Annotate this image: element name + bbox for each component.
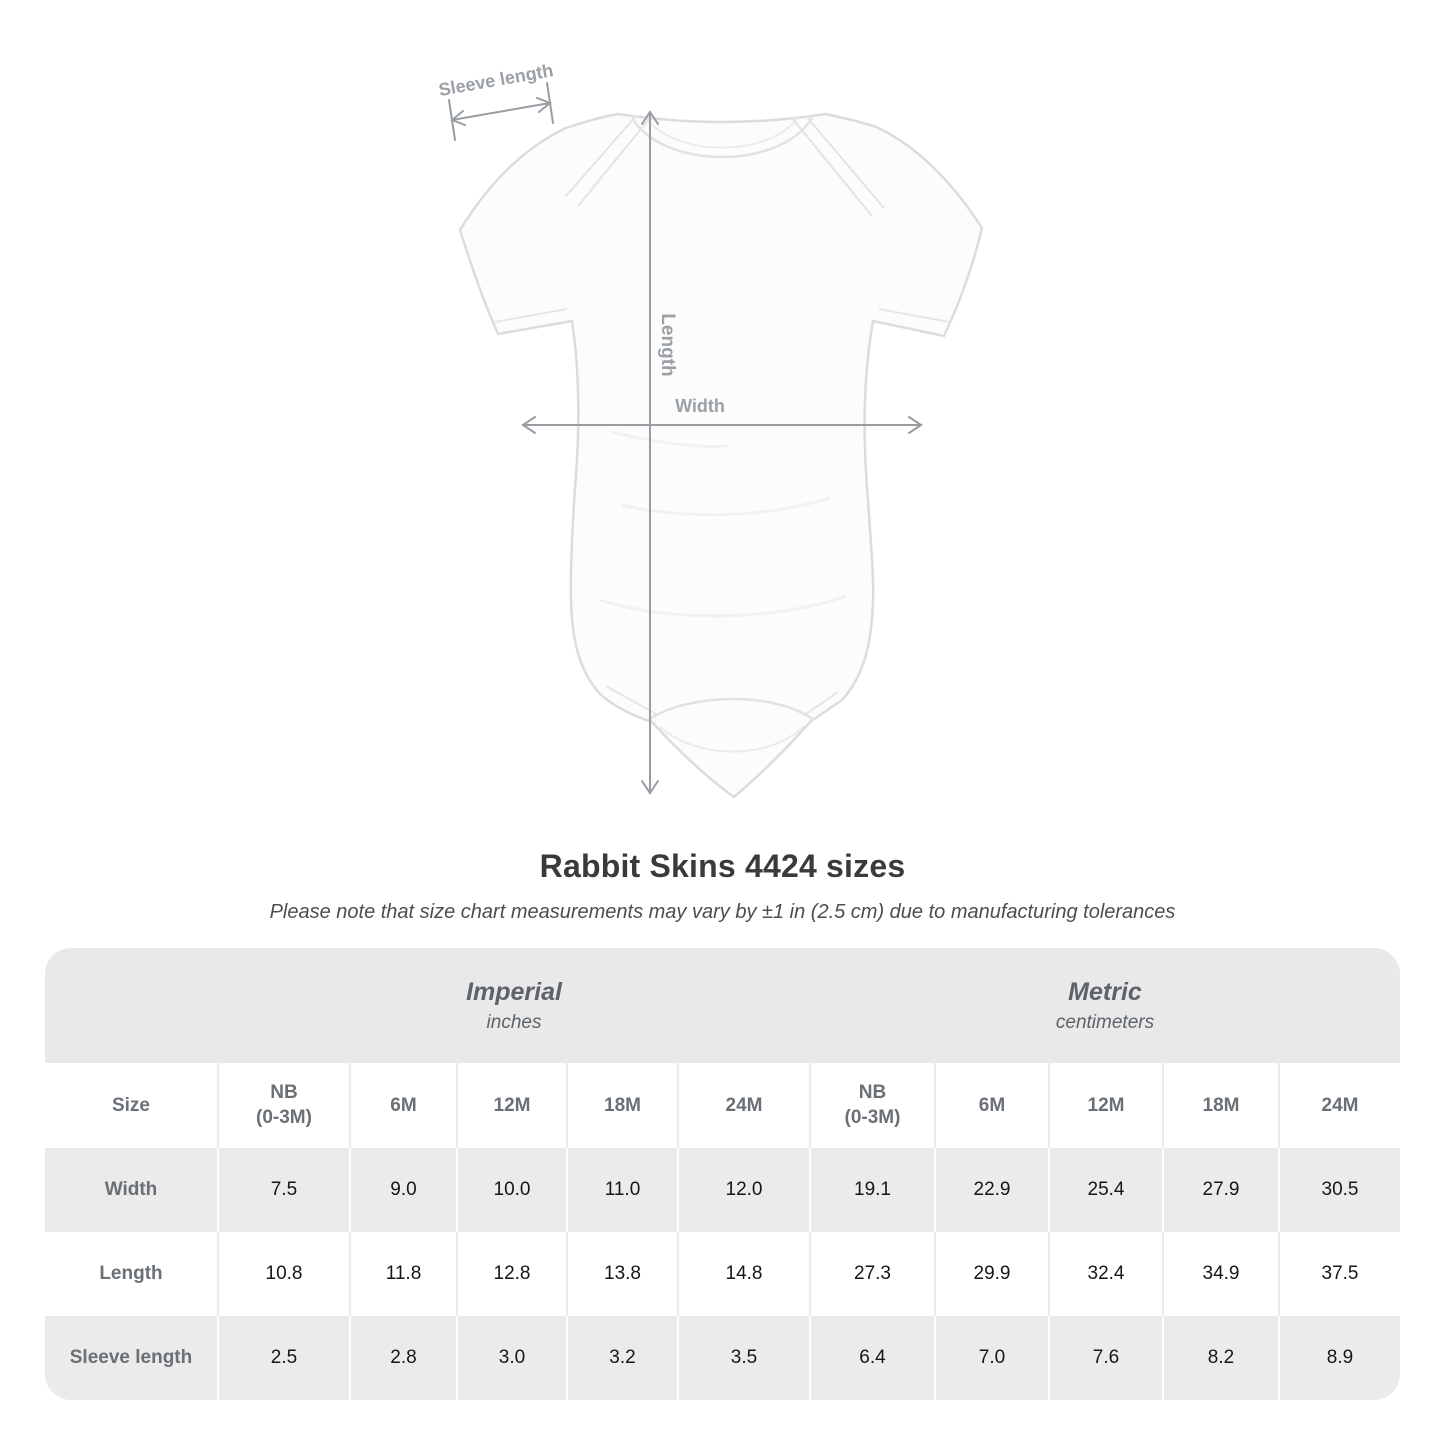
width-label: Width: [675, 396, 725, 416]
row-label-length: Length: [45, 1232, 218, 1316]
bodysuit-illustration: [458, 112, 984, 799]
cell-value: 3.5: [677, 1316, 810, 1400]
column-header-18m-imperial: 18M: [566, 1063, 678, 1148]
cell-value: 30.5: [1278, 1148, 1400, 1232]
left-leg-trim: [605, 685, 657, 715]
size-chart-table: Imperial inches Metric centimeters Size …: [45, 948, 1400, 1400]
crotch-flap-seam: [647, 697, 815, 722]
cell-value: 2.5: [217, 1316, 350, 1400]
cell-value: 8.2: [1162, 1316, 1279, 1400]
bodysuit-silhouette: [458, 112, 984, 799]
cell-value: 7.5: [217, 1148, 350, 1232]
cell-value: 19.1: [809, 1148, 935, 1232]
cell-value: 3.0: [456, 1316, 567, 1400]
cell-value: 12.8: [456, 1232, 567, 1316]
row-label-sleeve-length: Sleeve length: [45, 1316, 218, 1400]
width-arrow: [521, 416, 923, 434]
sleeve-length-label: Sleeve length: [437, 60, 555, 100]
right-leg-trim: [805, 691, 839, 715]
cell-value: 27.9: [1162, 1148, 1279, 1232]
imperial-group-name: Imperial: [466, 977, 562, 1006]
column-header-6m-metric: 6M: [934, 1063, 1049, 1148]
size-column-header: Size: [45, 1063, 218, 1148]
table-row-sleeve-length: Sleeve length 2.5 2.8 3.0 3.2 3.5 6.4 7.…: [45, 1316, 1400, 1400]
cell-value: 11.8: [349, 1232, 457, 1316]
column-header-24m-metric: 24M: [1278, 1063, 1400, 1148]
fabric-wrinkles: [599, 430, 847, 618]
sleeve-length-arrow: [448, 82, 554, 141]
cell-value: 10.8: [217, 1232, 350, 1316]
size-diagram: Sleeve length Length Width: [437, 60, 984, 799]
cell-value: 29.9: [934, 1232, 1049, 1316]
metric-group-unit: centimeters: [1055, 1011, 1155, 1033]
column-header-nb-metric: NB (0-3M): [809, 1063, 935, 1148]
imperial-group-header: Imperial inches: [218, 948, 810, 1063]
crotch-flap-binding: [659, 725, 805, 753]
cell-value: 11.0: [566, 1148, 678, 1232]
cell-value: 14.8: [677, 1232, 810, 1316]
page-title: Rabbit Skins 4424 sizes: [539, 848, 906, 884]
right-lap-fold: [791, 115, 885, 217]
cell-value: 25.4: [1048, 1148, 1163, 1232]
right-sleeve-hem: [878, 308, 950, 323]
band-spacer: [45, 948, 218, 1063]
sizes-table: Size NB (0-3M) 6M 12M 18M 24M NB (0-3M) …: [45, 1063, 1400, 1400]
cell-value: 9.0: [349, 1148, 457, 1232]
row-label-width: Width: [45, 1148, 218, 1232]
column-header-12m-imperial: 12M: [456, 1063, 567, 1148]
column-header-18m-metric: 18M: [1162, 1063, 1279, 1148]
left-lap-fold: [565, 115, 651, 207]
page-subtitle: Please note that size chart measurements…: [269, 901, 1176, 923]
cell-value: 13.8: [566, 1232, 678, 1316]
cell-value: 37.5: [1278, 1232, 1400, 1316]
unit-group-band: Imperial inches Metric centimeters: [45, 948, 1400, 1063]
table-row-length: Length 10.8 11.8 12.8 13.8 14.8 27.3 29.…: [45, 1232, 1400, 1316]
table-row-width: Width 7.5 9.0 10.0 11.0 12.0 19.1 22.9 2…: [45, 1148, 1400, 1232]
cell-value: 7.6: [1048, 1316, 1163, 1400]
table-header-row: Size NB (0-3M) 6M 12M 18M 24M NB (0-3M) …: [45, 1063, 1400, 1148]
column-header-24m-imperial: 24M: [677, 1063, 810, 1148]
imperial-group-unit: inches: [486, 1011, 542, 1033]
cell-value: 8.9: [1278, 1316, 1400, 1400]
collar-inner-line: [644, 115, 800, 149]
metric-group-name: Metric: [1068, 977, 1142, 1006]
length-arrow: [641, 110, 659, 795]
cell-value: 27.3: [809, 1232, 935, 1316]
column-header-12m-metric: 12M: [1048, 1063, 1163, 1148]
measurement-annotations: [448, 82, 923, 795]
cell-value: 32.4: [1048, 1232, 1163, 1316]
cell-value: 12.0: [677, 1148, 810, 1232]
cell-value: 3.2: [566, 1316, 678, 1400]
cell-value: 22.9: [934, 1148, 1049, 1232]
collar-outer-line: [630, 117, 814, 159]
length-label: Length: [657, 313, 678, 376]
column-header-nb-imperial: NB (0-3M): [217, 1063, 350, 1148]
cell-value: 7.0: [934, 1316, 1049, 1400]
cell-value: 6.4: [809, 1316, 935, 1400]
column-header-6m-imperial: 6M: [349, 1063, 457, 1148]
cell-value: 2.8: [349, 1316, 457, 1400]
left-sleeve-hem: [494, 308, 568, 323]
cell-value: 34.9: [1162, 1232, 1279, 1316]
cell-value: 10.0: [456, 1148, 567, 1232]
metric-group-header: Metric centimeters: [810, 948, 1400, 1063]
